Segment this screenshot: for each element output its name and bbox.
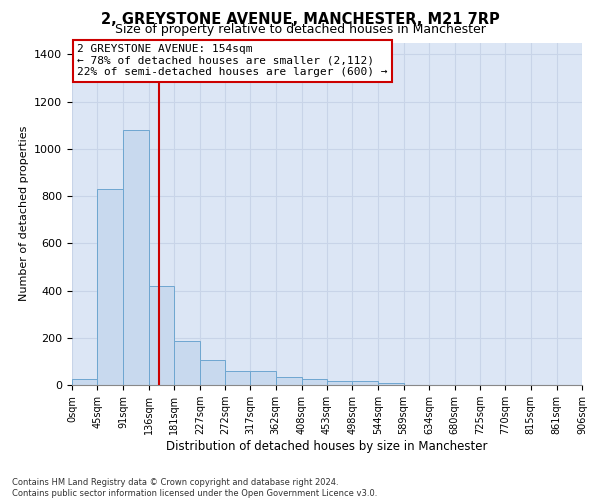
Text: 2 GREYSTONE AVENUE: 154sqm
← 78% of detached houses are smaller (2,112)
22% of s: 2 GREYSTONE AVENUE: 154sqm ← 78% of deta… xyxy=(77,44,388,78)
Bar xyxy=(302,379,327,385)
X-axis label: Distribution of detached houses by size in Manchester: Distribution of detached houses by size … xyxy=(166,440,488,453)
Bar xyxy=(276,376,302,385)
Bar xyxy=(225,372,250,385)
Bar xyxy=(174,342,200,385)
Bar xyxy=(250,372,276,385)
Text: Size of property relative to detached houses in Manchester: Size of property relative to detached ho… xyxy=(115,22,485,36)
Bar xyxy=(97,189,123,385)
Bar xyxy=(149,286,174,385)
Bar xyxy=(72,379,97,385)
Bar xyxy=(123,130,149,385)
Bar xyxy=(352,382,378,385)
Text: Contains HM Land Registry data © Crown copyright and database right 2024.
Contai: Contains HM Land Registry data © Crown c… xyxy=(12,478,377,498)
Bar xyxy=(327,382,352,385)
Bar xyxy=(378,383,404,385)
Y-axis label: Number of detached properties: Number of detached properties xyxy=(19,126,29,302)
Bar xyxy=(200,360,225,385)
Text: 2, GREYSTONE AVENUE, MANCHESTER, M21 7RP: 2, GREYSTONE AVENUE, MANCHESTER, M21 7RP xyxy=(101,12,499,28)
